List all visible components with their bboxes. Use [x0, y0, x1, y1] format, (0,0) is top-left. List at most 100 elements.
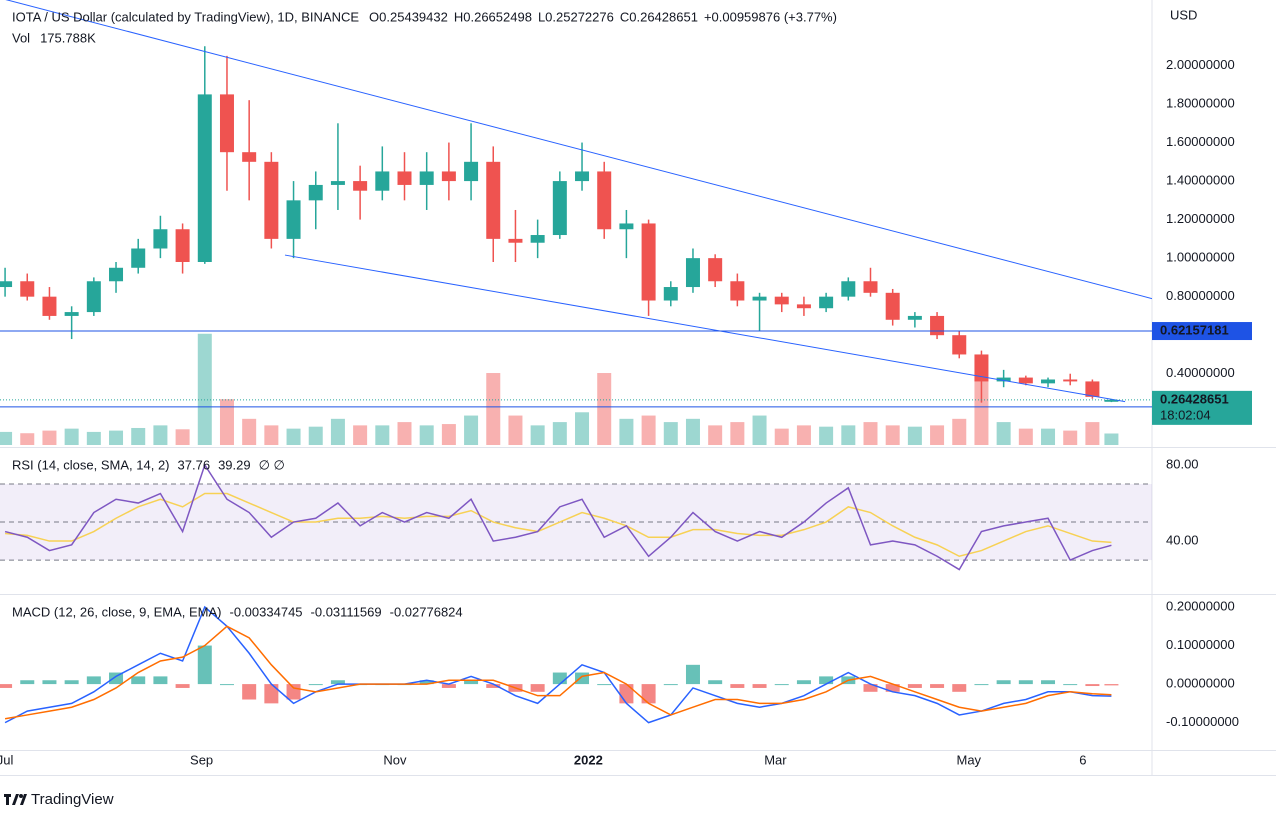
volume-bar — [109, 430, 124, 445]
volume-bar — [641, 415, 656, 445]
candle-body — [774, 296, 789, 305]
candle-body — [1104, 399, 1119, 402]
volume-bar — [885, 425, 900, 445]
volume-bar — [20, 433, 35, 445]
histogram-bar — [131, 676, 146, 685]
rsi-line — [4, 463, 1112, 571]
histogram-bar — [308, 684, 323, 686]
candle-body — [863, 281, 878, 293]
volume-bar — [663, 422, 678, 445]
volume-bar — [530, 425, 545, 445]
histogram-bar — [641, 684, 656, 704]
volume-bar — [619, 418, 634, 445]
legend-text: C — [620, 9, 629, 24]
candle-body — [308, 184, 323, 201]
candle-body — [86, 281, 101, 313]
volume-bar — [508, 415, 523, 445]
histogram-bar — [64, 680, 79, 685]
indicator-title: MACD (12, 26, close, 9, EMA, EMA) — [12, 604, 222, 619]
y-tick-label: -0.10000000 — [1166, 714, 1239, 729]
histogram-bar — [907, 684, 922, 688]
volume-bar — [0, 431, 13, 445]
histogram-bar — [219, 684, 234, 686]
candle-body — [242, 152, 257, 162]
candle-body — [64, 312, 79, 316]
trend-line — [284, 254, 1126, 403]
histogram-bar — [486, 684, 501, 688]
last-price-tag — [1152, 390, 1252, 425]
histogram-bar — [530, 684, 545, 692]
rsi-pane — [0, 463, 1152, 571]
histogram-bar — [685, 664, 700, 685]
candle-body — [730, 281, 745, 301]
candle-body — [1085, 381, 1100, 397]
legend-text: L — [538, 9, 545, 24]
histogram-bar — [109, 672, 124, 685]
legend-text: 0.26652498 — [463, 9, 532, 24]
candle-body — [175, 229, 190, 262]
histogram-bar — [264, 684, 279, 704]
volume-bar — [597, 373, 612, 445]
candle-body — [0, 281, 13, 288]
histogram-bar — [708, 680, 723, 685]
legend-text: ∅ ∅ — [259, 457, 285, 472]
volume-bar — [42, 430, 57, 445]
volume-bar — [264, 425, 279, 445]
macd-line — [4, 605, 1112, 724]
histogram-bar — [1085, 684, 1100, 687]
histogram-bar — [464, 680, 479, 685]
legend-value: 37.76 — [178, 457, 211, 472]
volume-bar — [330, 418, 345, 445]
x-tick-label: 6 — [1079, 752, 1086, 767]
candle-body — [464, 161, 479, 182]
volume-bar — [64, 428, 79, 445]
x-tick-label: Nov — [383, 752, 407, 767]
candle-body — [752, 296, 767, 301]
candle-body — [619, 223, 634, 230]
volume-bar — [397, 422, 412, 445]
volume-bar — [863, 422, 878, 445]
histogram-bar — [197, 645, 212, 685]
histogram-bar — [575, 672, 590, 685]
legend-text: 175.788K — [40, 30, 96, 45]
brand: TradingView — [31, 791, 114, 808]
histogram-bar — [885, 684, 900, 692]
candle-body — [1018, 377, 1033, 384]
candle-body — [42, 296, 57, 316]
volume-bar — [1104, 433, 1119, 445]
y-tick-label: 1.80000000 — [1166, 95, 1235, 110]
candle-body — [841, 281, 856, 297]
candle-body — [153, 229, 168, 249]
legend-value: 39.29 — [218, 457, 251, 472]
volume-bar — [907, 426, 922, 445]
legend-text: O — [369, 9, 379, 24]
x-tick-label: Sep — [190, 752, 213, 767]
candle-body — [930, 315, 945, 336]
last-price-label: 0.26428651 — [1160, 391, 1229, 406]
volume-bar — [685, 418, 700, 445]
histogram-bar — [286, 684, 301, 700]
chart-title: IOTA / US Dollar (calculated by TradingV… — [12, 9, 359, 24]
y-tick-label: 0.40000000 — [1166, 365, 1235, 380]
candle-body — [353, 181, 368, 191]
histogram-bar — [86, 676, 101, 685]
overlay: 0.621571810.228164320.2642865118:02:040.… — [0, 7, 1252, 767]
legend-text: 0.26428651 — [629, 9, 698, 24]
main-pane — [0, 0, 1152, 445]
volume-bar — [841, 425, 856, 445]
volume-bar — [86, 431, 101, 445]
volume-bar — [375, 425, 390, 445]
volume-bar — [153, 425, 168, 445]
y-tick-label: 0.20000000 — [1166, 598, 1235, 613]
candle-body — [109, 267, 124, 282]
volume-bar — [996, 422, 1011, 445]
macd-line — [4, 625, 1112, 720]
candle-body — [552, 181, 567, 236]
candle-body — [796, 304, 811, 309]
candle-body — [597, 171, 612, 230]
candle-body — [974, 354, 989, 382]
histogram-bar — [1104, 684, 1119, 686]
legend-value: -0.02776824 — [390, 604, 463, 619]
volume-bar — [1018, 428, 1033, 445]
